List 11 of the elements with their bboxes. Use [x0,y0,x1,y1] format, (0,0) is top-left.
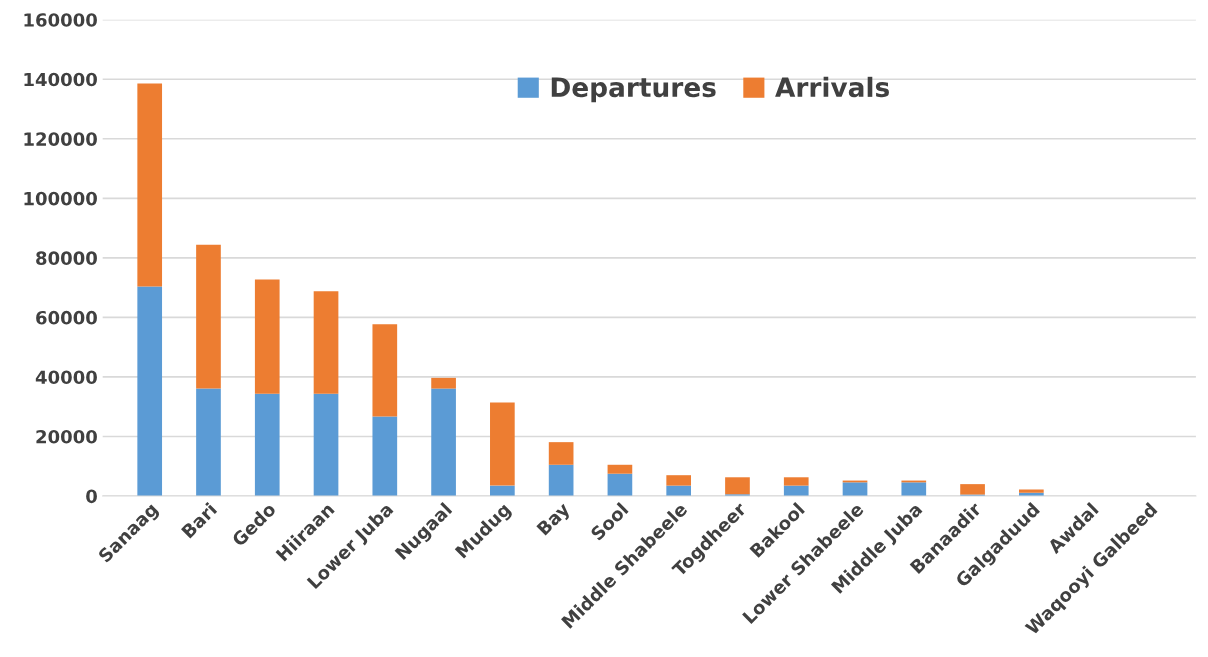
y-tick-label: 140000 [24,72,97,87]
y-tick-label: 20000 [36,429,97,444]
y-tick-label: 0 [86,489,97,504]
legend-label: Arrivals [775,76,889,98]
y-tick-label: 160000 [24,13,97,27]
y-tick-label: 80000 [36,251,97,265]
legend-label: Departures [551,77,716,103]
y-tick-label: 40000 [35,370,97,385]
y-tick-label: 120000 [24,132,97,146]
y-tick-label: 100000 [24,191,97,206]
y-tick-label: 60000 [36,310,97,325]
